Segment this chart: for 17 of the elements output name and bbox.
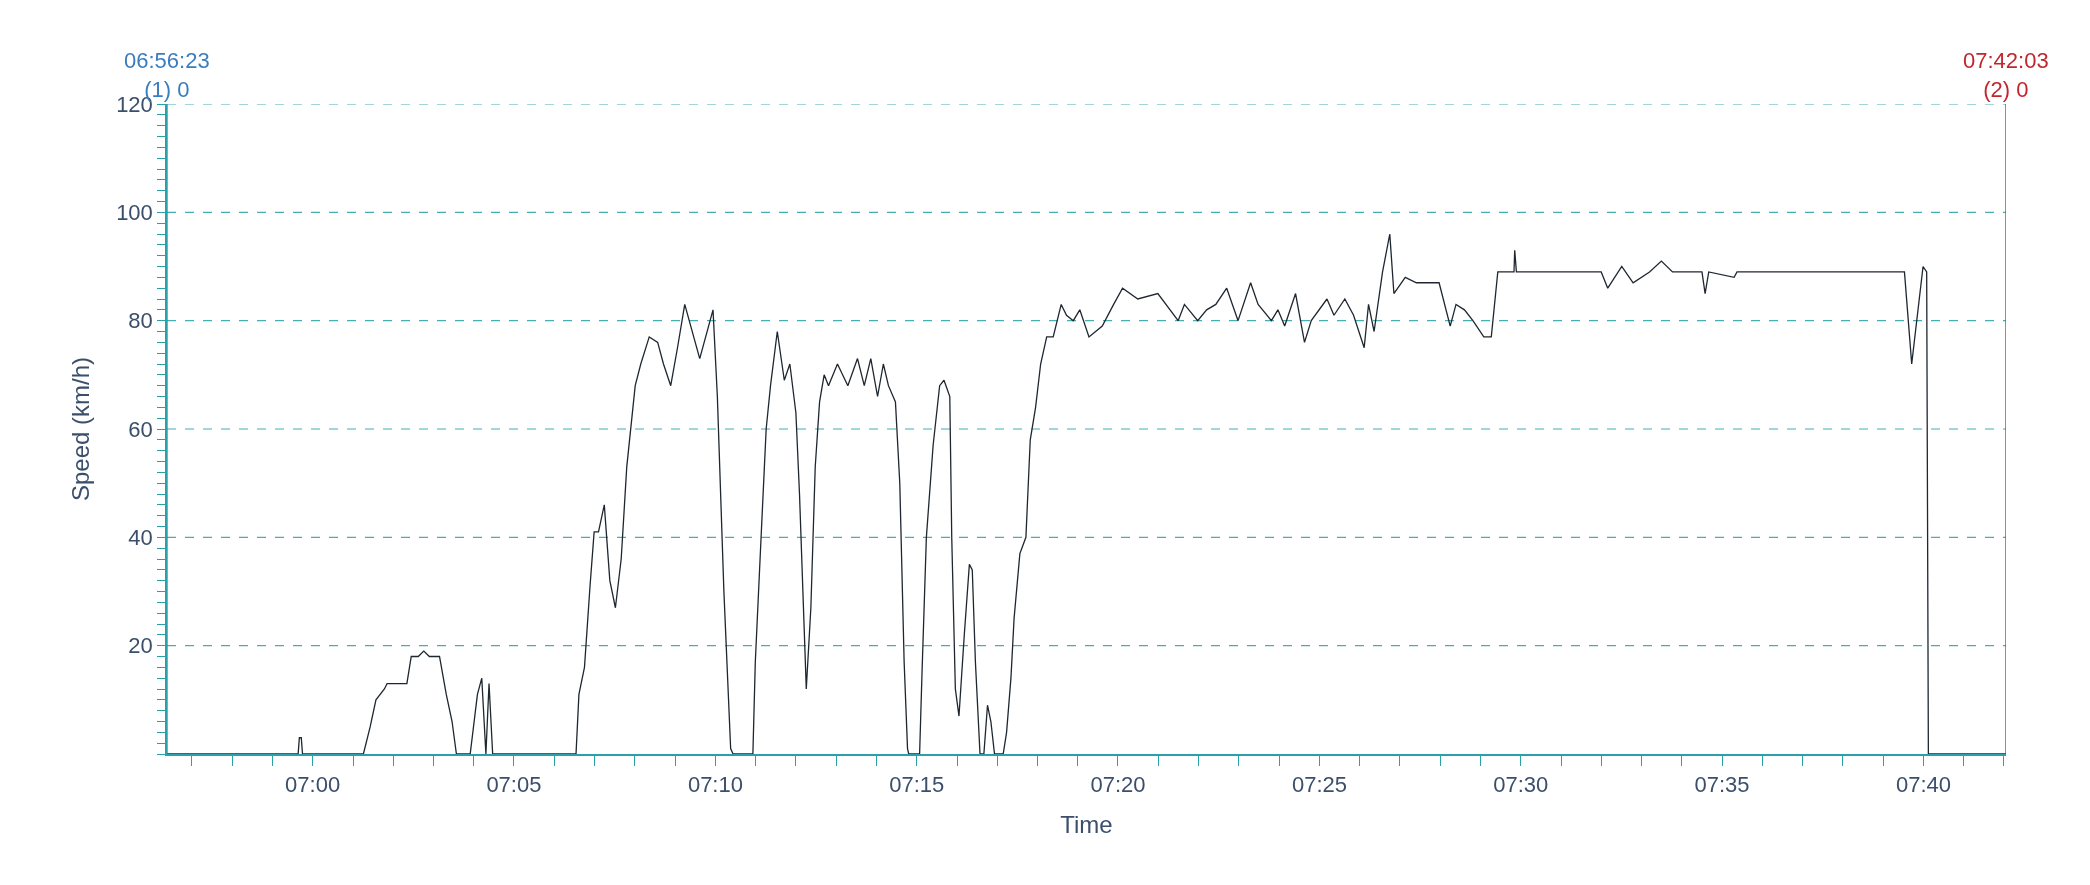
y-tick-label: 60 [128,416,153,442]
y-tick-label: 20 [128,633,153,659]
y-axis-title: Speed (km/h) [66,356,94,502]
x-tick-label: 07:00 [285,772,341,798]
text: 07:42:03 (2) 0 [1963,48,2049,102]
x-tick-label: 07:05 [486,772,542,798]
y-tick-label: 100 [116,200,153,226]
x-tick-label: 07:30 [1493,772,1549,798]
x-tick-label: 07:40 [1896,772,1952,798]
x-tick-label: 07:25 [1291,772,1348,798]
x-tick-label: 07:35 [1694,772,1750,798]
y-tick-label: 40 [128,525,153,551]
x-tick-label: 07:10 [687,772,743,798]
y-tick-label: 80 [128,308,153,334]
x-axis-title: Time [1060,810,1113,838]
x-tick-label: 07:15 [889,772,945,798]
x-tick-label: 07:20 [1090,772,1146,798]
